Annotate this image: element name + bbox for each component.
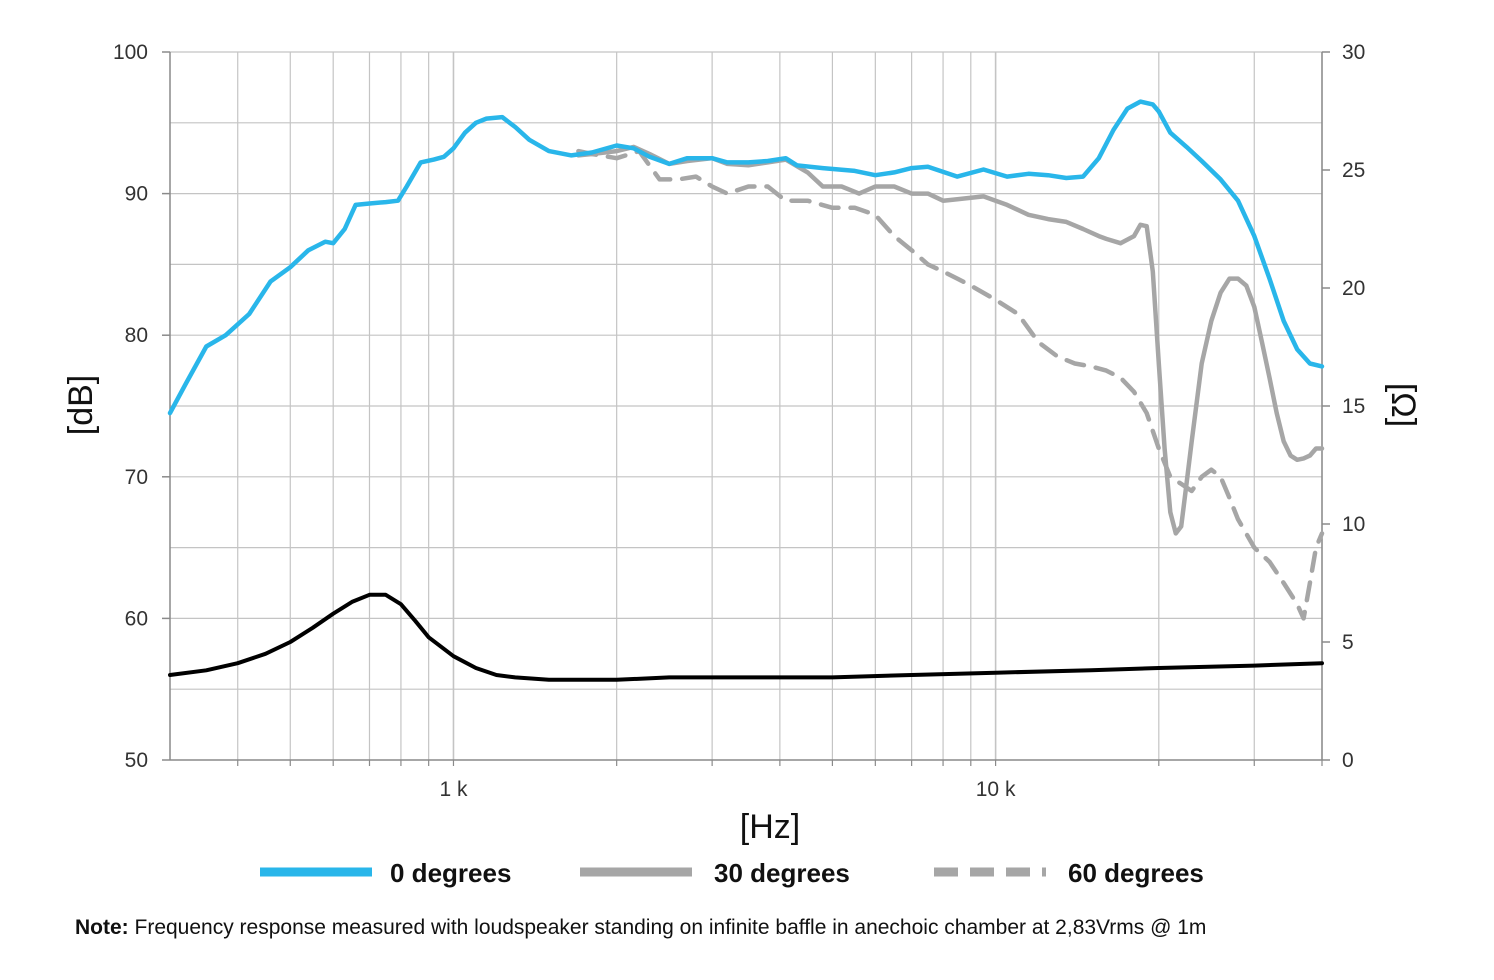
series-lines (167, 99, 1325, 682)
legend: 0 degrees 30 degrees 60 degrees (260, 858, 1204, 888)
x-tick-label: 10 k (976, 778, 1016, 801)
y-tick-label-right: 15 (1342, 395, 1365, 418)
x-axis-title: [Hz] (740, 808, 800, 846)
series-line-60-degrees (576, 148, 1325, 621)
note: Note: Frequency response measured with l… (75, 916, 1206, 940)
y-tick-label-left: 50 (125, 749, 148, 772)
y-tick-label-right: 0 (1342, 749, 1354, 772)
x-axis-ticks: 1 k 10 k (237, 760, 1323, 801)
legend-label-30-degrees: 30 degrees (714, 858, 850, 888)
legend-label-60-degrees: 60 degrees (1068, 858, 1204, 888)
grid (170, 51, 1323, 760)
y-tick-label-left: 70 (125, 466, 148, 489)
series-line-0-degrees (167, 99, 1325, 416)
y-tick-label-left: 60 (125, 607, 148, 630)
y-tick-label-right: 25 (1342, 159, 1365, 182)
y-tick-label-right: 10 (1342, 513, 1365, 536)
series-line-impedance (168, 592, 1324, 682)
y-tick-label-right: 30 (1342, 41, 1365, 64)
left-axis-ticks: 100 90 80 70 60 50 (113, 41, 170, 772)
y-tick-label-left: 100 (113, 41, 148, 64)
right-axis-ticks: 30 25 20 15 10 5 0 (1322, 41, 1365, 772)
note-text: Frequency response measured with loudspe… (128, 916, 1207, 939)
y-tick-label-left: 90 (125, 183, 148, 206)
x-tick-label: 1 k (439, 778, 468, 801)
y-axis-right-title: [Ω] (1384, 383, 1422, 427)
note-prefix: Note: (75, 916, 129, 939)
y-axis-left-title: [dB] (62, 375, 100, 435)
y-tick-label-right: 20 (1342, 277, 1365, 300)
y-tick-label-right: 5 (1342, 631, 1354, 654)
y-tick-label-left: 80 (125, 324, 148, 347)
series-line-30-degrees (576, 144, 1325, 536)
legend-label-0-degrees: 0 degrees (390, 858, 511, 888)
